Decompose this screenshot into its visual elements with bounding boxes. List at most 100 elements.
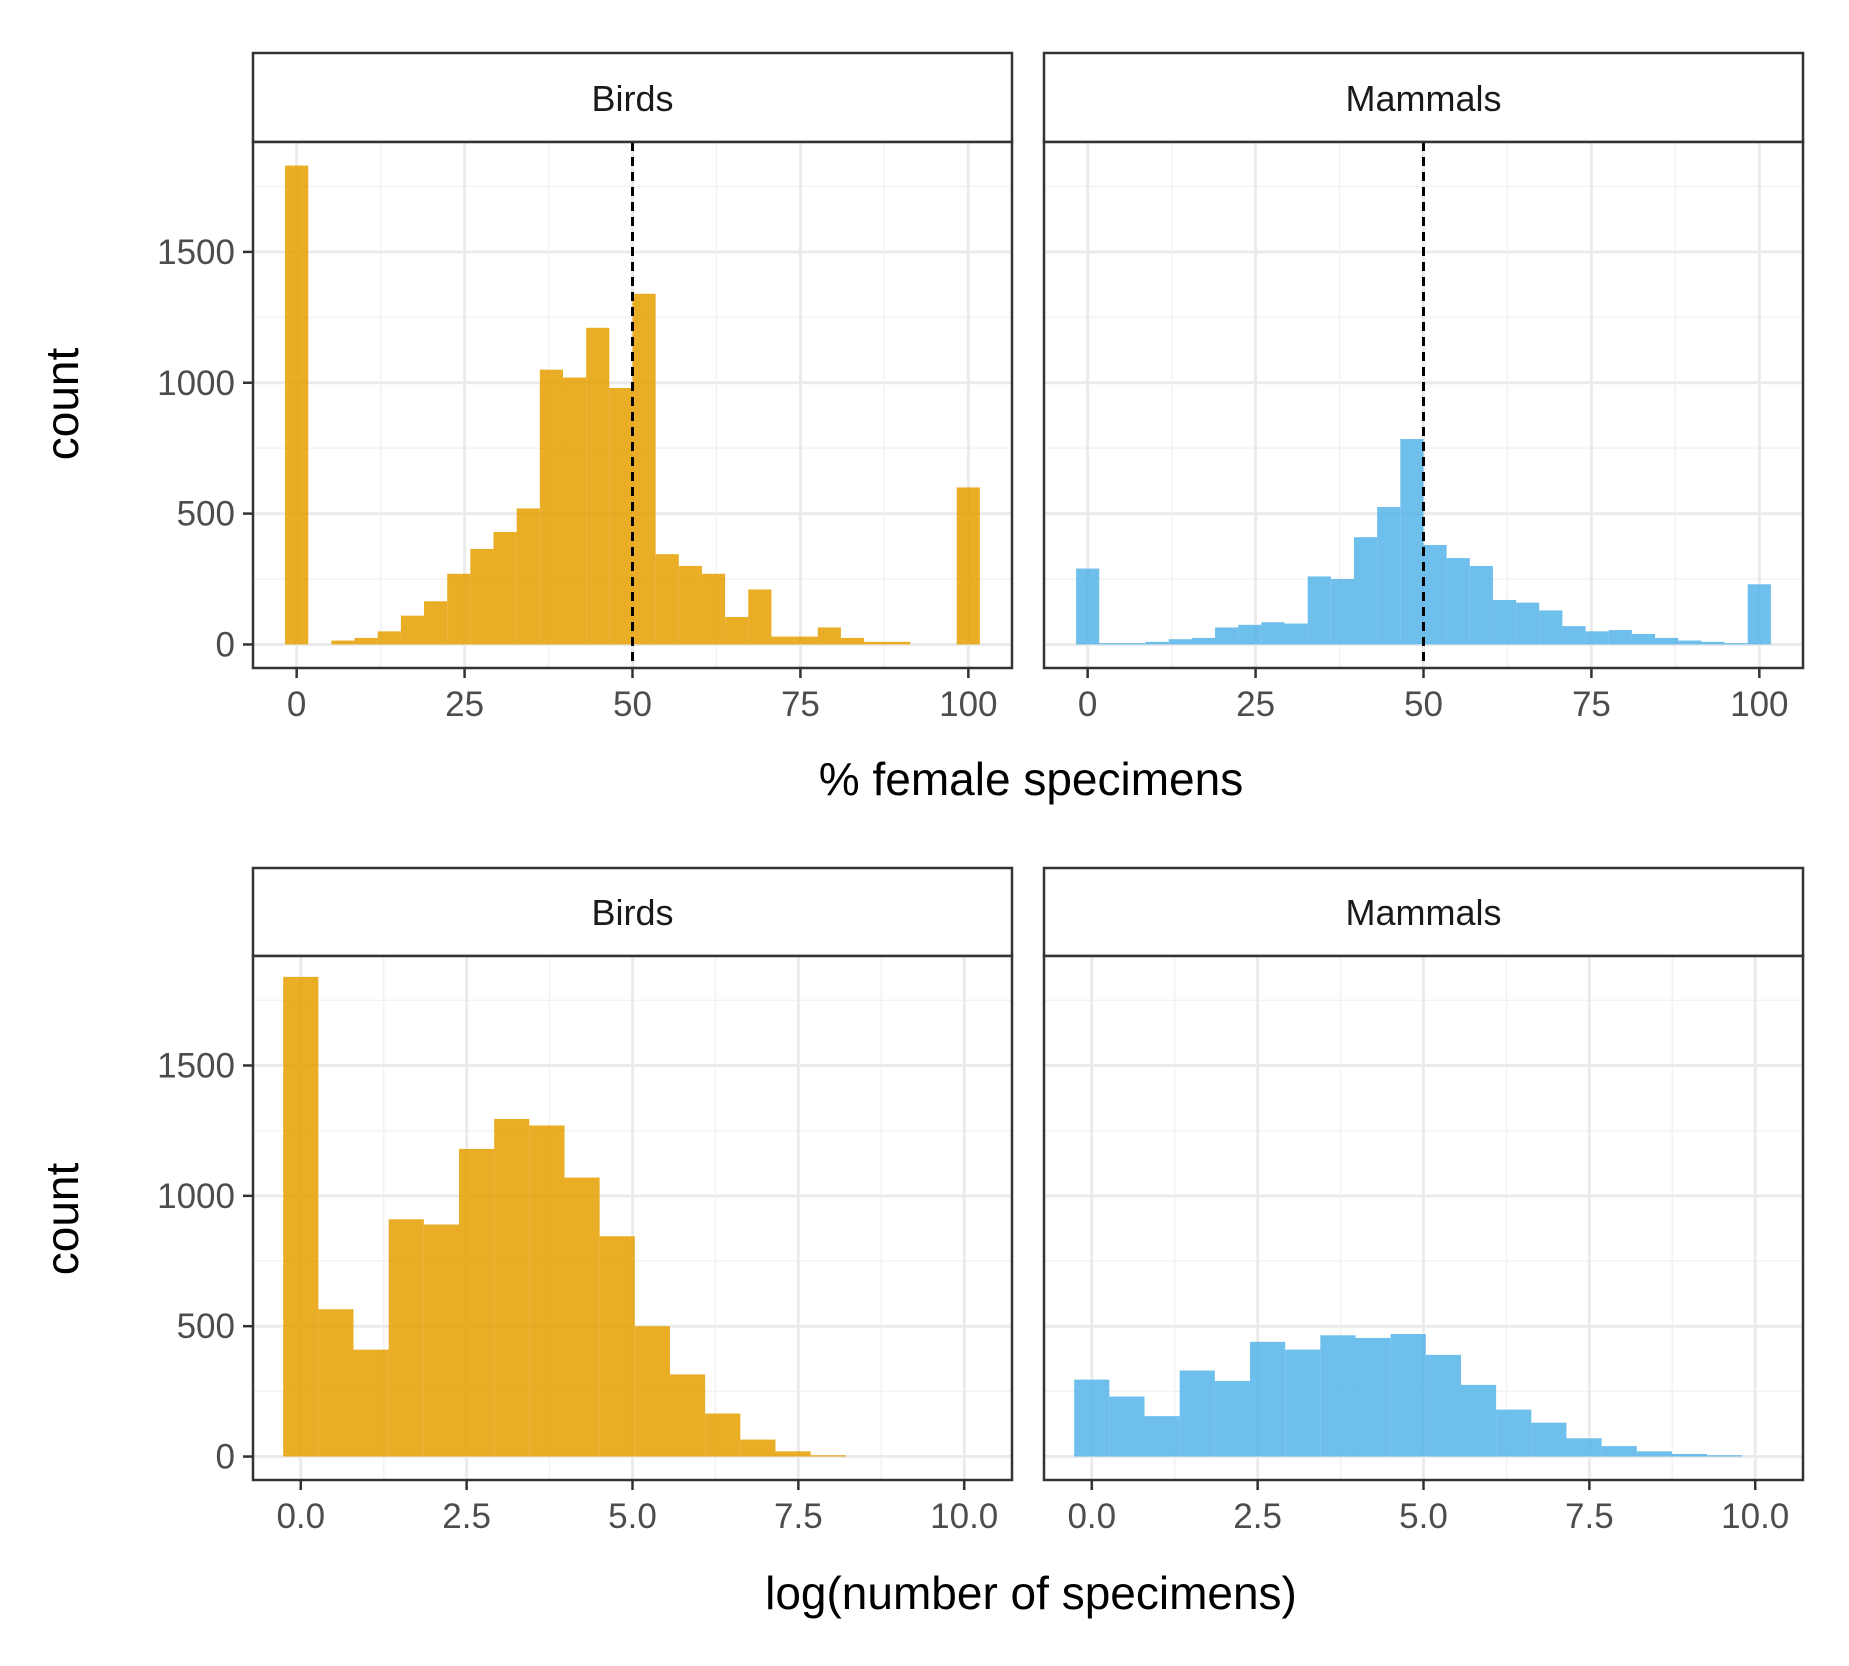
histogram-bar xyxy=(564,1177,600,1457)
y-tick-label: 1500 xyxy=(157,1046,235,1085)
histogram-bar xyxy=(1724,643,1748,645)
histogram-bar xyxy=(493,531,517,645)
histogram-bar xyxy=(1469,565,1493,645)
histogram-bar xyxy=(1099,643,1123,645)
x-tick-label: 100 xyxy=(1730,685,1788,724)
y-tick-label: 0 xyxy=(216,625,235,664)
histogram-bar xyxy=(1585,631,1609,645)
histogram-bar xyxy=(400,615,425,645)
histogram-bar xyxy=(353,1349,389,1457)
histogram-bar xyxy=(1608,630,1632,645)
histogram-bar xyxy=(1353,537,1378,645)
histogram-bar xyxy=(1320,1335,1356,1457)
histogram-bar xyxy=(1168,639,1192,645)
histogram-bar xyxy=(1285,1349,1321,1457)
histogram-bar xyxy=(1423,545,1447,645)
histogram-panel: 0 25 50 75 100 xyxy=(1042,140,1805,724)
histogram-bar xyxy=(1284,623,1308,645)
histogram-bar xyxy=(586,327,610,645)
x-tick-label: 50 xyxy=(1404,685,1443,724)
histogram-bar xyxy=(1539,610,1563,645)
facet-mammals: Mammals 0.0 2.5 5.0 7.5 10.0 xyxy=(1042,866,1805,1536)
histogram-bar xyxy=(794,636,818,645)
histogram-bar xyxy=(956,487,980,645)
strip-label: Mammals xyxy=(1345,892,1501,933)
x-tick-label: 5.0 xyxy=(1399,1497,1448,1536)
histogram-bar xyxy=(655,554,679,645)
histogram-bar xyxy=(1425,1354,1461,1457)
histogram-bar xyxy=(1492,599,1517,645)
histogram-bar xyxy=(1238,624,1262,645)
y-axis-title: count xyxy=(36,348,88,461)
histogram-bar xyxy=(562,377,587,645)
x-tick-label: 50 xyxy=(613,685,652,724)
chart-row-female-percent: count % female specimens Birds 0 25 50 75 10… xyxy=(36,51,1805,805)
histogram-bar xyxy=(775,1451,811,1457)
x-tick-label: 25 xyxy=(1236,685,1275,724)
histogram-bar xyxy=(748,589,772,645)
x-tick-label: 0.0 xyxy=(276,1497,325,1536)
histogram-bar xyxy=(1707,1455,1743,1457)
histogram-bar xyxy=(388,1219,424,1457)
histogram-bar xyxy=(377,631,401,645)
histogram-bar xyxy=(1601,1446,1637,1457)
histogram-bar xyxy=(1330,579,1354,645)
histogram-bar xyxy=(1636,1451,1672,1457)
strip-background xyxy=(251,51,1014,144)
x-tick-label: 7.5 xyxy=(1565,1497,1614,1536)
facet-birds: Birds 0.0 2.5 5.0 7.5 10.0 0 500 1000 1500 xyxy=(157,866,1014,1536)
x-axis-title: % female specimens xyxy=(819,753,1243,805)
histogram-bar xyxy=(1446,558,1470,645)
y-tick-label: 1000 xyxy=(157,1177,235,1216)
histogram-bar xyxy=(1145,641,1169,645)
y-axis-title: count xyxy=(36,1163,88,1276)
histogram-bar xyxy=(840,637,865,645)
histogram-panel: 0.0 2.5 5.0 7.5 10.0 0 500 1000 1500 xyxy=(157,954,1014,1536)
histogram-bar xyxy=(1566,1438,1602,1457)
histogram-bar xyxy=(1390,1334,1426,1457)
histogram-bar xyxy=(817,627,841,645)
y-tick-label: 0 xyxy=(216,1438,235,1477)
histogram-bar xyxy=(1631,633,1656,645)
histogram-bar xyxy=(494,1118,530,1457)
histogram-bar xyxy=(1261,622,1285,645)
y-tick-label: 1000 xyxy=(157,364,235,403)
strip-label: Mammals xyxy=(1345,78,1501,119)
histogram-bar xyxy=(1215,627,1239,645)
histogram-bar xyxy=(1701,641,1725,645)
histogram-bar xyxy=(529,1125,565,1457)
histogram-bar xyxy=(318,1309,354,1457)
histogram-bar xyxy=(1179,1370,1215,1457)
histogram-panel: 0.0 2.5 5.0 7.5 10.0 xyxy=(1042,954,1805,1536)
histogram-bar xyxy=(1562,626,1586,645)
histogram-bar xyxy=(1678,640,1702,645)
histogram-bar xyxy=(1460,1384,1497,1457)
x-tick-label: 0 xyxy=(287,685,306,724)
x-tick-label: 5.0 xyxy=(608,1497,657,1536)
histogram-bar xyxy=(1400,439,1424,645)
histogram-bar xyxy=(810,1455,846,1457)
histogram-bar xyxy=(331,640,355,645)
histogram-bar xyxy=(539,369,563,645)
y-tick-label: 1500 xyxy=(157,233,235,272)
histogram-bar xyxy=(1655,637,1679,645)
histogram-bar xyxy=(1671,1453,1708,1457)
histogram-bar xyxy=(1250,1341,1286,1457)
strip-label: Birds xyxy=(591,78,673,119)
histogram-bar xyxy=(1191,637,1216,645)
histogram-bar xyxy=(771,636,795,645)
histogram-bar xyxy=(599,1236,635,1457)
histogram-bar xyxy=(1377,507,1401,645)
y-tick-label: 500 xyxy=(177,1307,235,1346)
histogram-bar xyxy=(1122,643,1146,645)
histogram-bar xyxy=(1531,1422,1567,1457)
histogram-bar xyxy=(1307,576,1331,645)
histogram-bar xyxy=(285,165,309,645)
histogram-bar xyxy=(701,573,726,645)
histogram-bar xyxy=(1144,1416,1180,1457)
histogram-bar xyxy=(470,548,494,645)
histogram-bar xyxy=(1516,602,1540,645)
